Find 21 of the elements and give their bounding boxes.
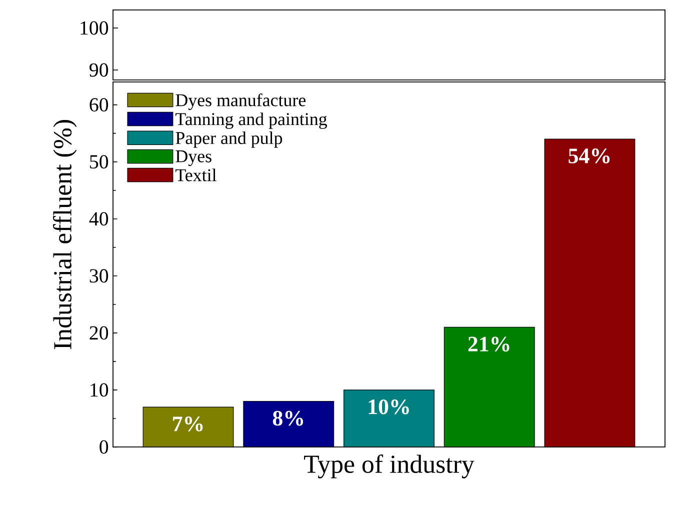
- x-axis-title: Type of industry: [304, 454, 474, 478]
- y-tick-label: 20: [90, 326, 108, 340]
- data-label: 7%: [173, 416, 203, 432]
- data-label: 10%: [368, 399, 409, 414]
- y-axis-title: Industrial effluent (%): [52, 120, 77, 350]
- data-label: 8%: [272, 410, 304, 426]
- legend-label: Textil: [176, 168, 216, 182]
- y-tick-label: 10: [90, 383, 108, 397]
- y-tick-label: 40: [89, 212, 108, 226]
- y-tick-label: 0: [100, 440, 108, 454]
- data-label: 21%: [468, 336, 510, 352]
- legend-label: Dyes: [176, 150, 212, 166]
- legend-label: Dyes manufacture: [176, 93, 306, 110]
- y-tick-label: 60: [90, 98, 108, 112]
- legend-label: Paper and pulp: [176, 131, 282, 148]
- text: 90: [90, 63, 108, 77]
- text: 100: [80, 21, 108, 35]
- legend-label: Tanning and painting: [176, 112, 327, 129]
- y-tick-label: 50: [90, 155, 108, 169]
- data-label: 54%: [568, 148, 610, 164]
- y-tick-label: 30: [90, 269, 108, 283]
